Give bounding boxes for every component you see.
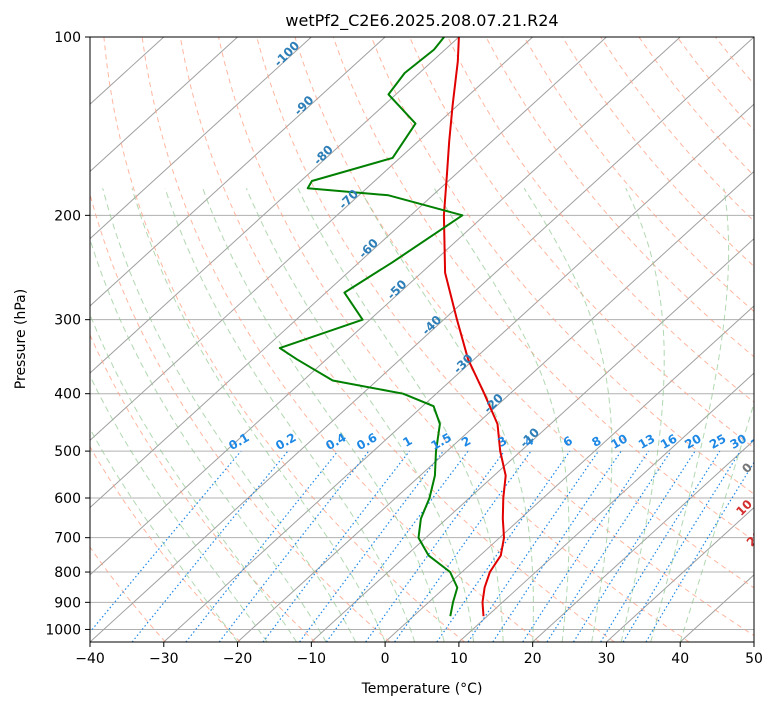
mixing-ratio-line: [185, 450, 339, 642]
y-tick-label: 500: [54, 444, 81, 460]
mixing-ratio-line: [90, 450, 242, 633]
chart-title: wetPf2_C2E6.2025.208.07.21.R24: [285, 11, 558, 31]
moist-adiabat-line: [650, 188, 730, 642]
y-tick-label: 200: [54, 208, 81, 224]
x-axis-title: Temperature (°C): [361, 681, 483, 697]
moist-adiabat-line: [679, 401, 754, 642]
isotherm-line: [384, 305, 754, 642]
x-tick-label: 0: [381, 651, 390, 667]
dry-adiabat-line: [447, 37, 754, 403]
isotherm-line: [532, 439, 754, 642]
isotherm-line: [90, 37, 607, 509]
mixing-ratio-line: [325, 450, 469, 642]
x-tick-label: −30: [149, 651, 179, 667]
dry-adiabat-line: [370, 37, 754, 495]
moist-adiabat-line: [164, 188, 416, 642]
isotherm-line: [90, 37, 238, 173]
mixing-ratio-line: [436, 450, 571, 642]
moist-adiabat-line: [523, 187, 613, 642]
axes-layer: −40 −30 −20 −10 0 10 20 30 40 50 100 200 300 400 500 60…: [45, 30, 763, 667]
moist-adiabat-line: [297, 187, 504, 642]
grid-layer: [90, 37, 754, 642]
isotherm-line: [606, 506, 754, 642]
isotherm-line: [90, 37, 386, 307]
dry-adiabat-line: [103, 37, 465, 642]
y-axis-title: Pressure (hPa): [13, 289, 29, 389]
x-tick-label: 40: [671, 651, 689, 667]
x-tick-label: −10: [297, 651, 327, 667]
mixing-ratio-line: [492, 450, 622, 642]
moist-adiabat-line: [131, 188, 386, 642]
series-layer: [278, 37, 507, 617]
x-tick-label: 30: [598, 651, 616, 667]
dry-adiabat-line: [141, 37, 540, 642]
moist-adiabat-line: [245, 188, 475, 642]
isotherm-line: [90, 37, 534, 442]
isotherm-line: [163, 103, 754, 642]
isotherm-line: [90, 37, 460, 374]
y-tick-label: 300: [54, 313, 81, 329]
dewpoint-profile-line: [278, 37, 464, 617]
isotherm-line: [90, 37, 754, 642]
y-tick-label: 600: [54, 491, 81, 507]
mixing-ratio-line: [522, 450, 650, 642]
mixing-ratio-line: [394, 450, 532, 642]
y-tick-label: 900: [54, 595, 81, 611]
y-tick-label: 100: [54, 30, 81, 46]
dry-adiabat-line: [90, 333, 316, 642]
y-tick-label: 700: [54, 531, 81, 547]
mixing-ratio-line: [131, 450, 289, 642]
dry-adiabat-line: [332, 37, 754, 542]
mixing-ratio-line: [546, 450, 672, 642]
x-tick-label: 20: [524, 651, 542, 667]
isotherm-line: [90, 37, 681, 576]
y-tick-label: 800: [54, 565, 81, 581]
mixing-ratio-line: [299, 450, 444, 642]
mixing-ratio-line: [572, 450, 696, 642]
x-tick-label: 50: [745, 651, 763, 667]
isotherm-line: [237, 170, 754, 642]
dry-adiabat-line: [90, 546, 166, 642]
moist-adiabat-line: [90, 374, 268, 642]
theta-e-label: 20: [744, 528, 766, 550]
x-tick-label: −40: [75, 651, 105, 667]
y-tick-label: 1000: [45, 622, 81, 638]
moist-adiabat-line: [90, 427, 238, 642]
mixing-ratio-label: 36: [748, 431, 769, 451]
dry-adiabat-line: [218, 37, 690, 642]
mixing-ratio-line: [467, 450, 599, 642]
dry-adiabat-line: [256, 37, 754, 637]
isotherm-line: [90, 37, 312, 240]
x-tick-label: 10: [450, 651, 468, 667]
temperature-profile-line: [442, 37, 507, 617]
isotherm-line: [310, 237, 754, 642]
mixing-ratio-line: [365, 450, 505, 642]
dry-adiabat-line: [90, 445, 241, 642]
moist-adiabat-line: [90, 237, 327, 642]
background-lines-layer: [90, 37, 754, 642]
y-tick-label: 400: [54, 387, 81, 403]
moist-adiabat-line: [102, 188, 357, 642]
isotherm-line: [458, 372, 754, 642]
x-tick-label: −20: [223, 651, 253, 667]
moist-adiabat-line: [620, 187, 665, 642]
mixing-ratio-line: [622, 450, 741, 642]
moist-adiabat-line: [90, 313, 298, 642]
dry-adiabat-line: [409, 37, 754, 449]
plot-frame: [89, 36, 755, 643]
